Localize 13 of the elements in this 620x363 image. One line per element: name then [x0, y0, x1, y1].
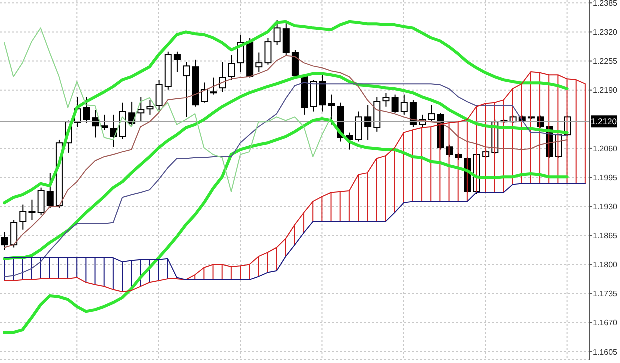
- y-tick-label: 1.2060: [593, 144, 618, 154]
- y-tick-label: 1.1735: [593, 290, 618, 299]
- y-tick-label: 1.1865: [593, 232, 618, 241]
- y-tick-label: 1.2385: [593, 0, 618, 8]
- y-tick-label: 1.1800: [593, 260, 618, 270]
- y-tick-label: 1.1930: [593, 202, 618, 212]
- y-tick-label: 1.1670: [593, 318, 618, 328]
- y-tick-label: 1.2255: [593, 57, 618, 66]
- ref-line-label: 1.2120: [591, 116, 618, 127]
- y-tick-label: 1.1995: [593, 173, 618, 182]
- y-tick-label: 1.1605: [593, 348, 618, 357]
- y-tick-label: 1.2190: [593, 86, 618, 96]
- y-tick-label: 1.2320: [593, 28, 618, 38]
